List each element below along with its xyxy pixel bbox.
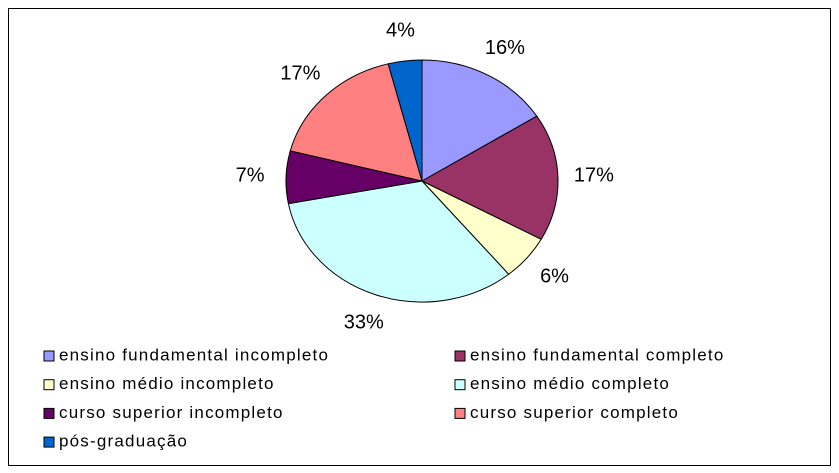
data-label: 17% [574, 165, 614, 187]
legend-swatch [43, 350, 55, 362]
legend-swatch [454, 379, 466, 391]
pie-slice [287, 180, 510, 303]
data-label: 4% [386, 19, 415, 41]
legend-label: curso superior incompleto [59, 403, 284, 422]
legend-label: pós-graduação [59, 432, 188, 451]
legend-label: curso superior completo [470, 403, 679, 422]
pie-slice [387, 59, 423, 182]
data-label: 33% [344, 311, 384, 333]
legend-swatch [454, 407, 466, 419]
data-label: 7% [236, 165, 265, 187]
legend-label: ensino fundamental incompleto [59, 345, 329, 364]
pie-slice [421, 59, 538, 182]
legend-swatch [43, 407, 55, 419]
data-label: 17% [280, 63, 320, 85]
data-label: 16% [485, 37, 525, 59]
legend-label: ensino fundamental completo [470, 345, 725, 364]
legend-swatch [43, 379, 55, 391]
data-label: 6% [540, 266, 569, 288]
pie-slice [420, 115, 559, 240]
legend-swatch [43, 436, 55, 448]
legend-swatch [454, 350, 466, 362]
legend-label: ensino médio completo [470, 374, 670, 393]
pie-slice [289, 63, 423, 182]
legend-label: ensino médio incompleto [59, 374, 275, 393]
